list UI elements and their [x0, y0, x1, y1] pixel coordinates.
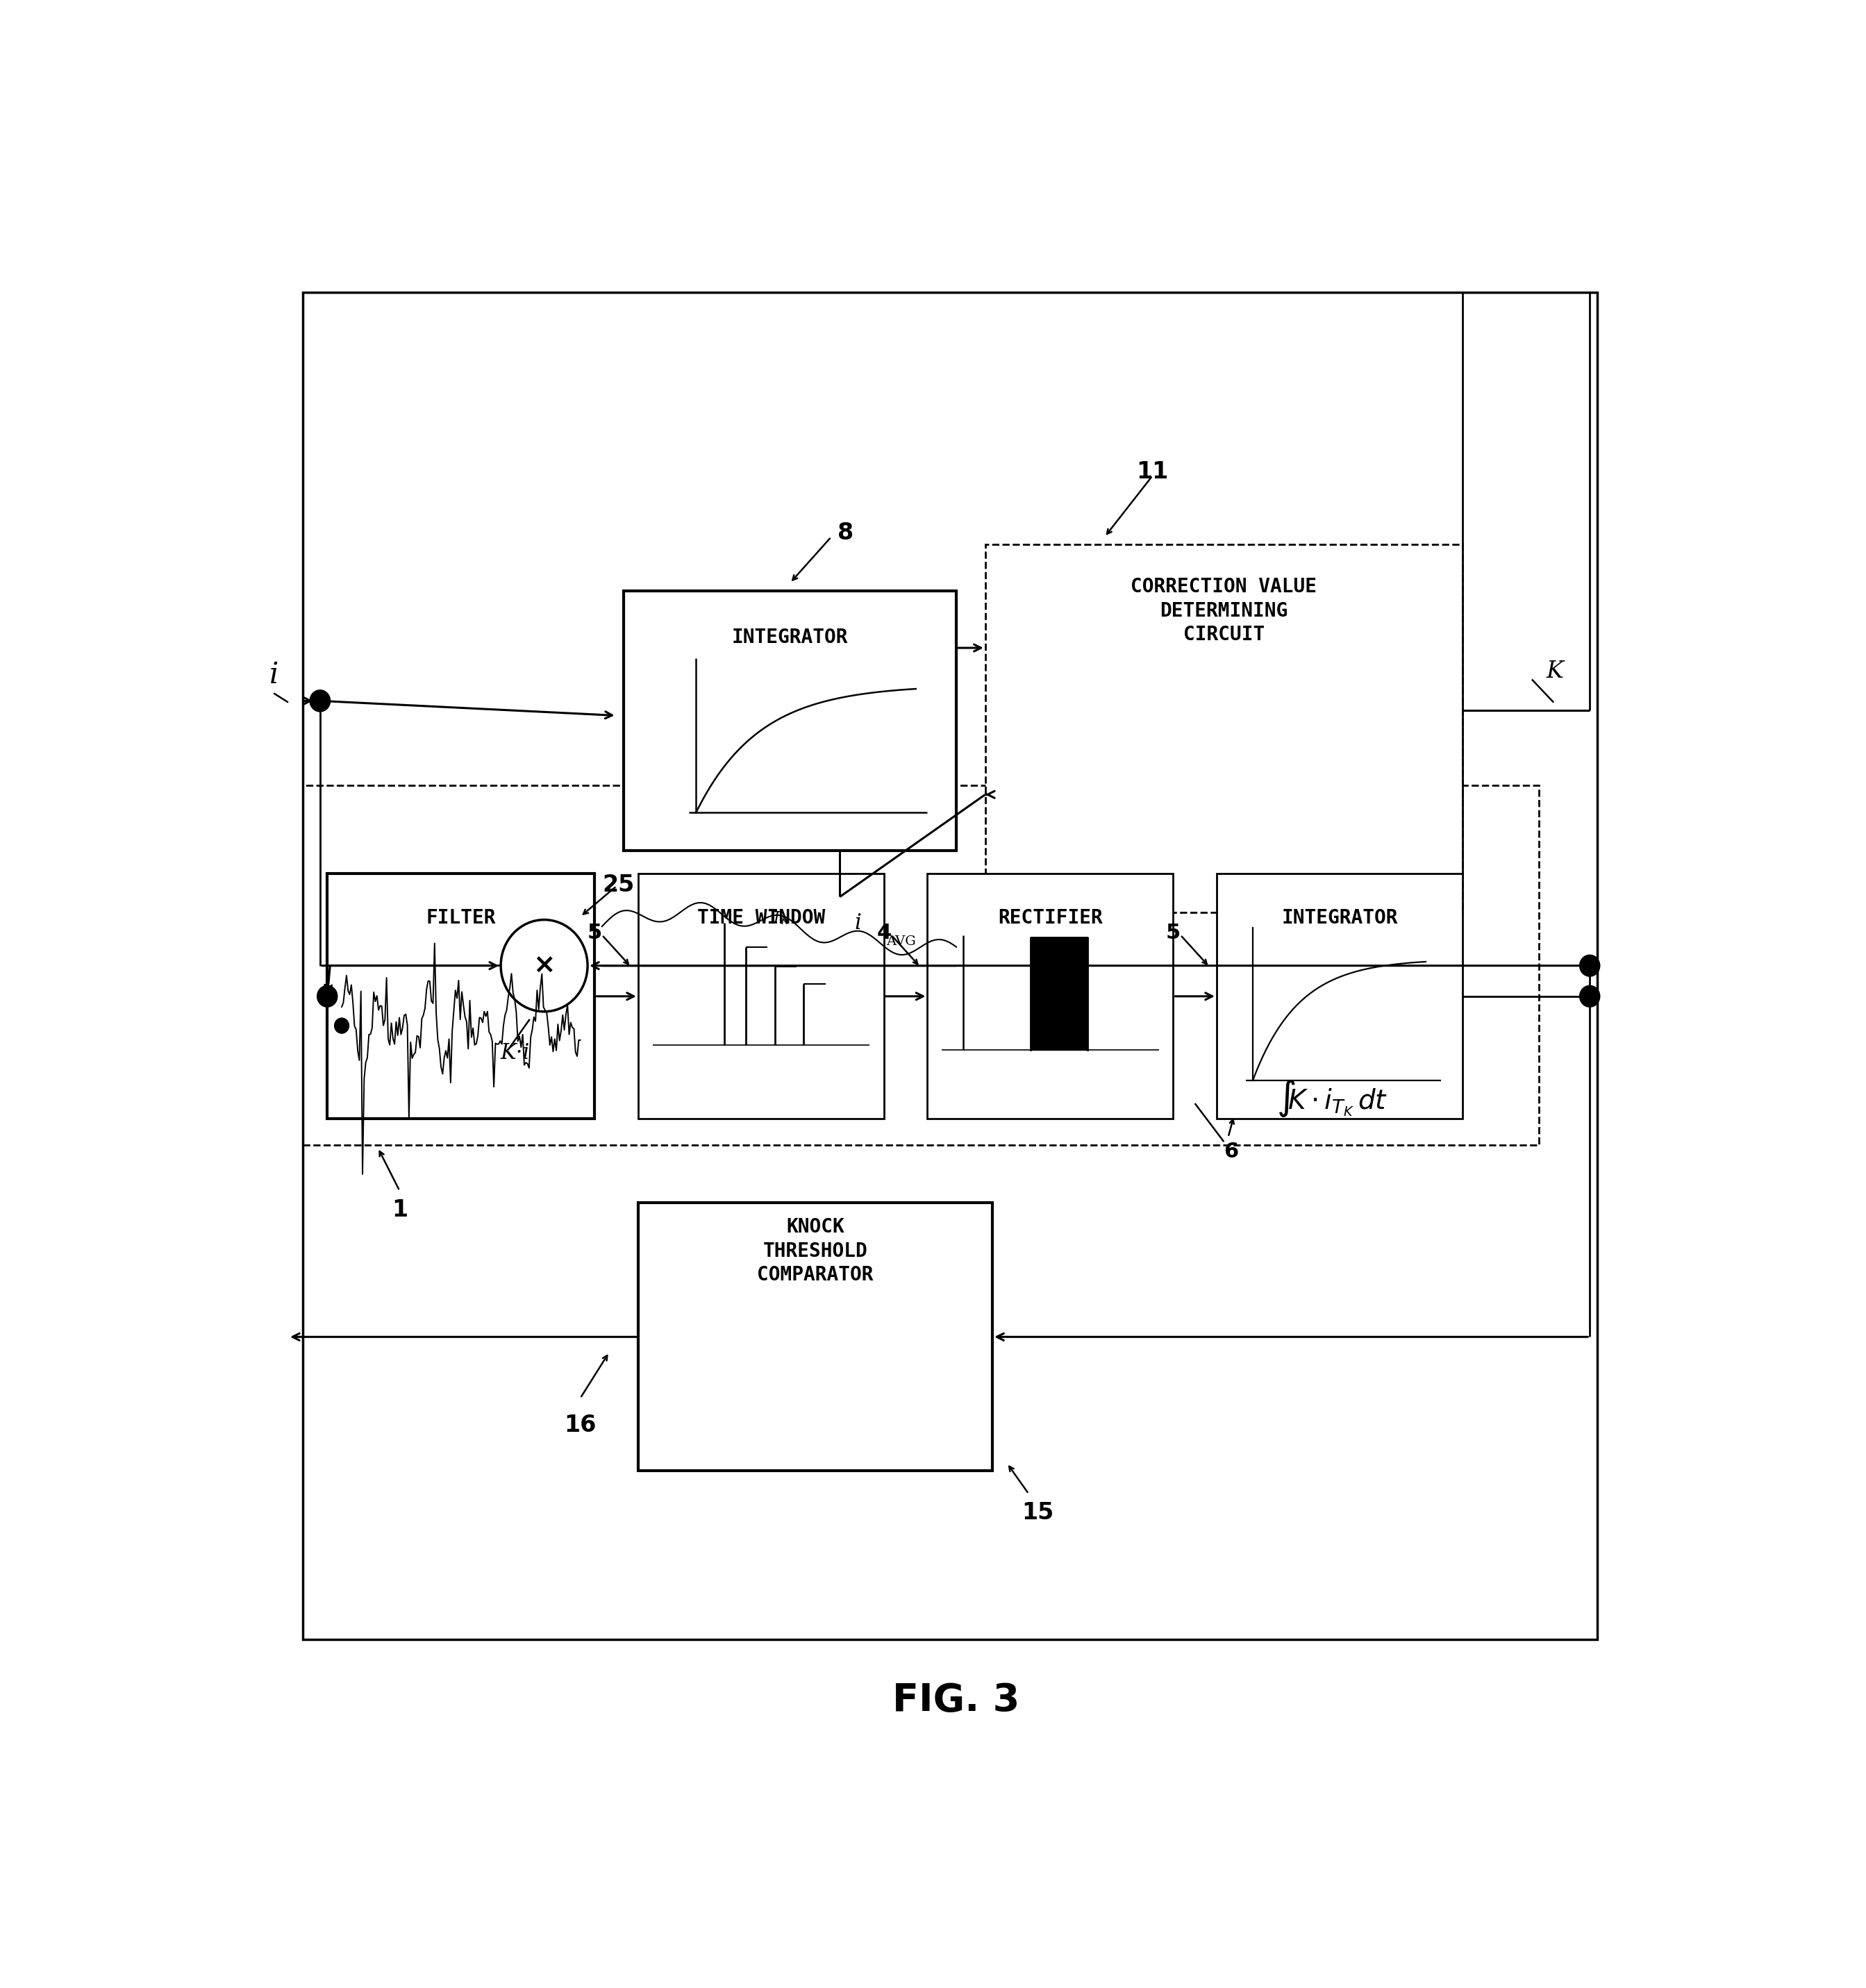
Text: CORRECTION VALUE
DETERMINING
CIRCUIT: CORRECTION VALUE DETERMINING CIRCUIT	[1131, 577, 1317, 644]
Text: 6: 6	[1224, 1141, 1239, 1161]
Text: $T_K$: $T_K$	[771, 911, 789, 926]
Circle shape	[1581, 986, 1599, 1008]
Text: 15: 15	[1021, 1501, 1054, 1525]
Bar	[327, 875, 595, 1119]
Text: TIME WINDOW: TIME WINDOW	[698, 909, 825, 928]
Text: 16: 16	[564, 1413, 597, 1437]
Circle shape	[317, 986, 338, 1008]
Bar	[302, 785, 1539, 1145]
Circle shape	[500, 920, 588, 1012]
Text: 1: 1	[392, 1199, 407, 1221]
Circle shape	[310, 690, 330, 712]
Bar	[638, 1203, 993, 1471]
Text: 11: 11	[1136, 461, 1168, 483]
Circle shape	[334, 1018, 349, 1034]
Text: FIG. 3: FIG. 3	[892, 1682, 1021, 1720]
Text: INTEGRATOR: INTEGRATOR	[1282, 909, 1398, 928]
Bar	[623, 590, 957, 851]
Text: FILTER: FILTER	[425, 909, 496, 928]
Text: 5: 5	[588, 922, 603, 942]
Text: 5: 5	[1166, 922, 1181, 942]
Bar	[302, 292, 1597, 1640]
Bar	[985, 545, 1463, 912]
Text: KNOCK
THRESHOLD
COMPARATOR: KNOCK THRESHOLD COMPARATOR	[758, 1217, 873, 1284]
Bar	[638, 875, 884, 1119]
Text: $\int\!\! K \cdot i_{T_K}\, dt$: $\int\!\! K \cdot i_{T_K}\, dt$	[1276, 1077, 1388, 1119]
Text: ×: ×	[534, 952, 556, 978]
Text: 8: 8	[838, 521, 853, 545]
Bar	[1217, 875, 1463, 1119]
Text: i: i	[269, 660, 278, 690]
Text: K·i: K·i	[500, 1042, 530, 1064]
Circle shape	[310, 690, 330, 712]
Text: i: i	[855, 912, 860, 934]
Circle shape	[1581, 954, 1599, 976]
Text: RECTIFIER: RECTIFIER	[998, 909, 1103, 928]
Text: INTEGRATOR: INTEGRATOR	[731, 628, 849, 648]
Text: 4: 4	[877, 922, 892, 942]
Text: K: K	[1547, 660, 1564, 682]
Text: AVG: AVG	[886, 934, 916, 948]
Bar	[927, 875, 1174, 1119]
Text: 25: 25	[603, 875, 634, 897]
